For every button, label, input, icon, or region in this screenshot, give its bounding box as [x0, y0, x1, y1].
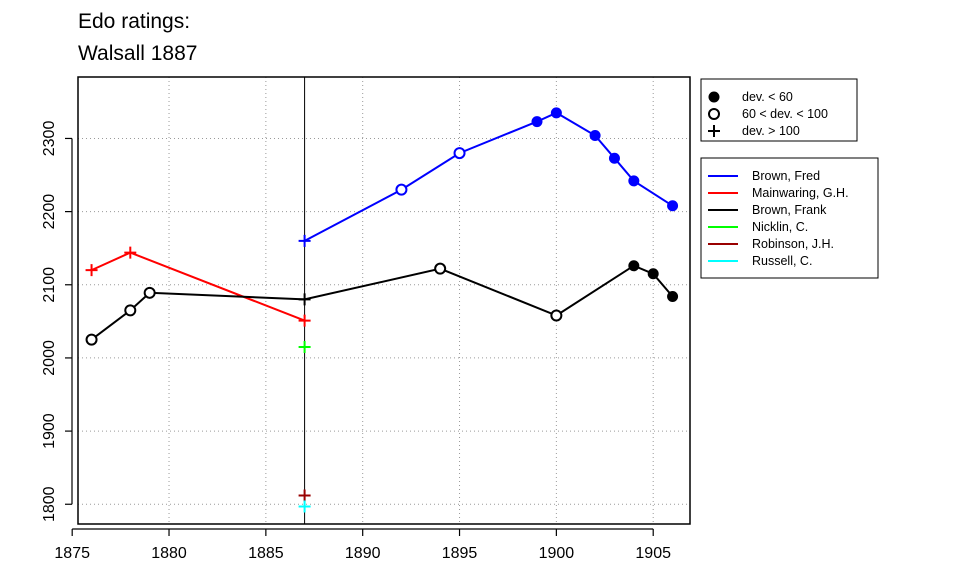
chart-title-line-2: Walsall 1887 — [78, 42, 197, 65]
x-tick-label-1895: 1895 — [442, 545, 478, 562]
point-2-4 — [434, 262, 447, 275]
symbol-legend-marker-0 — [708, 91, 720, 103]
series-4 — [298, 489, 311, 502]
series-legend: Brown, Fred Mainwaring, G.H. Brown, Frank N… — [700, 157, 879, 279]
x-tick-label-1890: 1890 — [345, 545, 381, 562]
point-2-7 — [647, 268, 659, 280]
series-legend-label-3: Nicklin, C. — [752, 220, 808, 234]
point-0-8 — [667, 200, 679, 212]
series-2 — [85, 260, 679, 346]
point-2-8 — [667, 290, 679, 302]
point-0-2 — [453, 147, 466, 160]
point-5-0 — [298, 500, 311, 513]
symbol-legend-box — [700, 78, 858, 142]
point-2-2 — [143, 286, 156, 299]
symbol-legend-marker-1 — [708, 108, 720, 120]
series-5 — [298, 500, 311, 513]
point-0-5 — [589, 130, 601, 142]
series-line-1 — [91, 251, 305, 322]
series-1 — [85, 246, 311, 327]
grid-lines — [78, 77, 690, 524]
series-line-2 — [90, 264, 674, 341]
point-2-3 — [298, 293, 311, 306]
chart-title-line-1: Edo ratings: — [78, 10, 190, 33]
symbol-legend-label-2: dev. > 100 — [742, 124, 800, 138]
symbol-legend-marker-2 — [708, 125, 720, 137]
series-line-0 — [304, 111, 674, 242]
series-legend-label-2: Brown, Frank — [752, 203, 827, 217]
symbol-legend: dev. < 60 60 < dev. < 100 dev. > 100 — [700, 78, 858, 142]
point-1-0 — [85, 264, 98, 277]
series-legend-label-5: Russell, C. — [752, 254, 812, 268]
series-0 — [298, 107, 679, 247]
point-1-2 — [298, 314, 311, 327]
point-0-1 — [395, 183, 408, 196]
x-tick-label-1900: 1900 — [539, 545, 575, 562]
x-tick-label-1875: 1875 — [54, 545, 90, 562]
point-0-6 — [608, 152, 620, 164]
y-tick-label-2200: 2200 — [41, 194, 58, 230]
symbol-legend-label-1: 60 < dev. < 100 — [742, 107, 828, 121]
point-0-3 — [531, 116, 543, 128]
series-legend-label-4: Robinson, J.H. — [752, 237, 834, 251]
point-0-7 — [628, 175, 640, 187]
point-2-6 — [628, 260, 640, 272]
y-tick-label-1900: 1900 — [41, 413, 58, 449]
x-tick-label-1905: 1905 — [635, 545, 671, 562]
point-4-0 — [298, 489, 311, 502]
point-0-4 — [550, 107, 562, 119]
series-legend-label-0: Brown, Fred — [752, 169, 820, 183]
series-legend-box — [700, 157, 879, 279]
point-1-1 — [124, 246, 137, 259]
point-0-0 — [298, 234, 311, 247]
point-2-0 — [85, 333, 98, 346]
point-2-1 — [124, 304, 137, 317]
point-2-5 — [550, 309, 563, 322]
x-tick-label-1880: 1880 — [151, 545, 187, 562]
series-layer — [85, 107, 679, 513]
y-tick-label-2100: 2100 — [41, 267, 58, 303]
series-legend-label-1: Mainwaring, G.H. — [752, 186, 849, 200]
y-tick-label-2300: 2300 — [41, 121, 58, 157]
symbol-legend-label-0: dev. < 60 — [742, 90, 793, 104]
axes: 1875 1880 1885 1890 1895 1900 1905 1800 1900 2000… — [41, 121, 671, 562]
series-3 — [298, 340, 311, 353]
plot-frame — [77, 76, 691, 525]
y-tick-label-1800: 1800 — [41, 486, 58, 522]
y-tick-label-2000: 2000 — [41, 340, 58, 376]
point-3-0 — [298, 340, 311, 353]
x-tick-label-1885: 1885 — [248, 545, 284, 562]
